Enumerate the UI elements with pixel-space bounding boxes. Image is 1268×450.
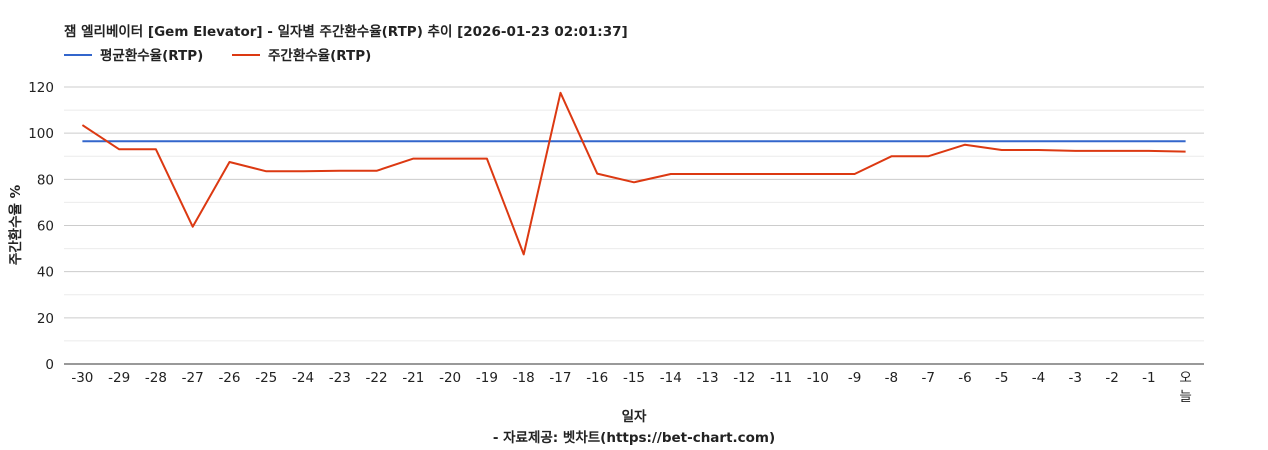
y-tick-label: 0 xyxy=(45,357,54,373)
legend-item-weekly-rtp[interactable]: 주간환수율(RTP) xyxy=(232,47,371,64)
x-tick-label: -22 xyxy=(366,370,388,386)
x-tick-label: -29 xyxy=(108,370,130,386)
legend-label-weekly-rtp: 주간환수율(RTP) xyxy=(268,47,371,64)
legend: 평균환수율(RTP) 주간환수율(RTP) xyxy=(64,47,371,64)
x-axis-label: 일자 xyxy=(622,409,647,425)
x-tick-label: -7 xyxy=(921,370,934,386)
y-axis-ticks: 0 20 40 60 80 100 120 xyxy=(28,80,54,373)
y-tick-label: 100 xyxy=(28,126,54,142)
x-tick-label: -2 xyxy=(1105,370,1118,386)
series-lines xyxy=(81,91,1186,256)
x-tick-label: -20 xyxy=(439,370,461,386)
x-tick-label: -18 xyxy=(513,370,535,386)
x-tick-label: -27 xyxy=(182,370,204,386)
x-tick-label: -21 xyxy=(402,370,424,386)
y-tick-label: 120 xyxy=(28,80,54,96)
legend-item-average-rtp[interactable]: 평균환수율(RTP) xyxy=(64,47,203,64)
y-tick-label: 80 xyxy=(37,172,54,188)
x-tick-label: -14 xyxy=(660,370,682,386)
x-tick-label: -19 xyxy=(476,370,498,386)
x-axis-ticks: -30 -29 -28 -27 -26 -25 -24 -23 -22 -21 -20 -19 -18-… xyxy=(71,370,1191,405)
x-tick-label: -6 xyxy=(958,370,971,386)
x-tick-label: -26 xyxy=(218,370,240,386)
chart-title: 잼 엘리베이터 [Gem Elevator] - 일자별 주간환수율(RTP) … xyxy=(64,23,628,40)
x-tick-label: -4 xyxy=(1032,370,1045,386)
x-tick-label: -16 xyxy=(586,370,608,386)
x-tick-label: -12 xyxy=(733,370,755,386)
x-tick-label: -8 xyxy=(885,370,898,386)
x-tick-label: -15 xyxy=(623,370,645,386)
source-credit: - 자료제공: 벳차트(https://bet-chart.com) xyxy=(493,429,775,446)
x-tick-label: -23 xyxy=(329,370,351,386)
x-tick-label: -13 xyxy=(697,370,719,386)
series-line-weekly-rtp[interactable] xyxy=(81,91,1186,256)
y-tick-label: 20 xyxy=(37,311,54,327)
y-axis-label: 주간환수율 % xyxy=(7,184,24,265)
x-tick-label: -25 xyxy=(255,370,277,386)
y-tick-label: 60 xyxy=(37,219,54,235)
x-tick-label: -1 xyxy=(1142,370,1155,386)
legend-label-average-rtp: 평균환수율(RTP) xyxy=(100,47,203,64)
x-tick-label: -11 xyxy=(770,370,792,386)
x-tick-label: -10 xyxy=(807,370,829,386)
x-tick-label: -17 xyxy=(549,370,571,386)
x-tick-label: -3 xyxy=(1069,370,1082,386)
x-tick-label: -9 xyxy=(848,370,861,386)
x-tick-label: -24 xyxy=(292,370,314,386)
x-tick-label: -28 xyxy=(145,370,167,386)
gridlines xyxy=(64,86,1204,342)
y-tick-label: 40 xyxy=(37,265,54,281)
x-tick-label: -5 xyxy=(995,370,1008,386)
x-tick-label: -30 xyxy=(71,370,93,386)
